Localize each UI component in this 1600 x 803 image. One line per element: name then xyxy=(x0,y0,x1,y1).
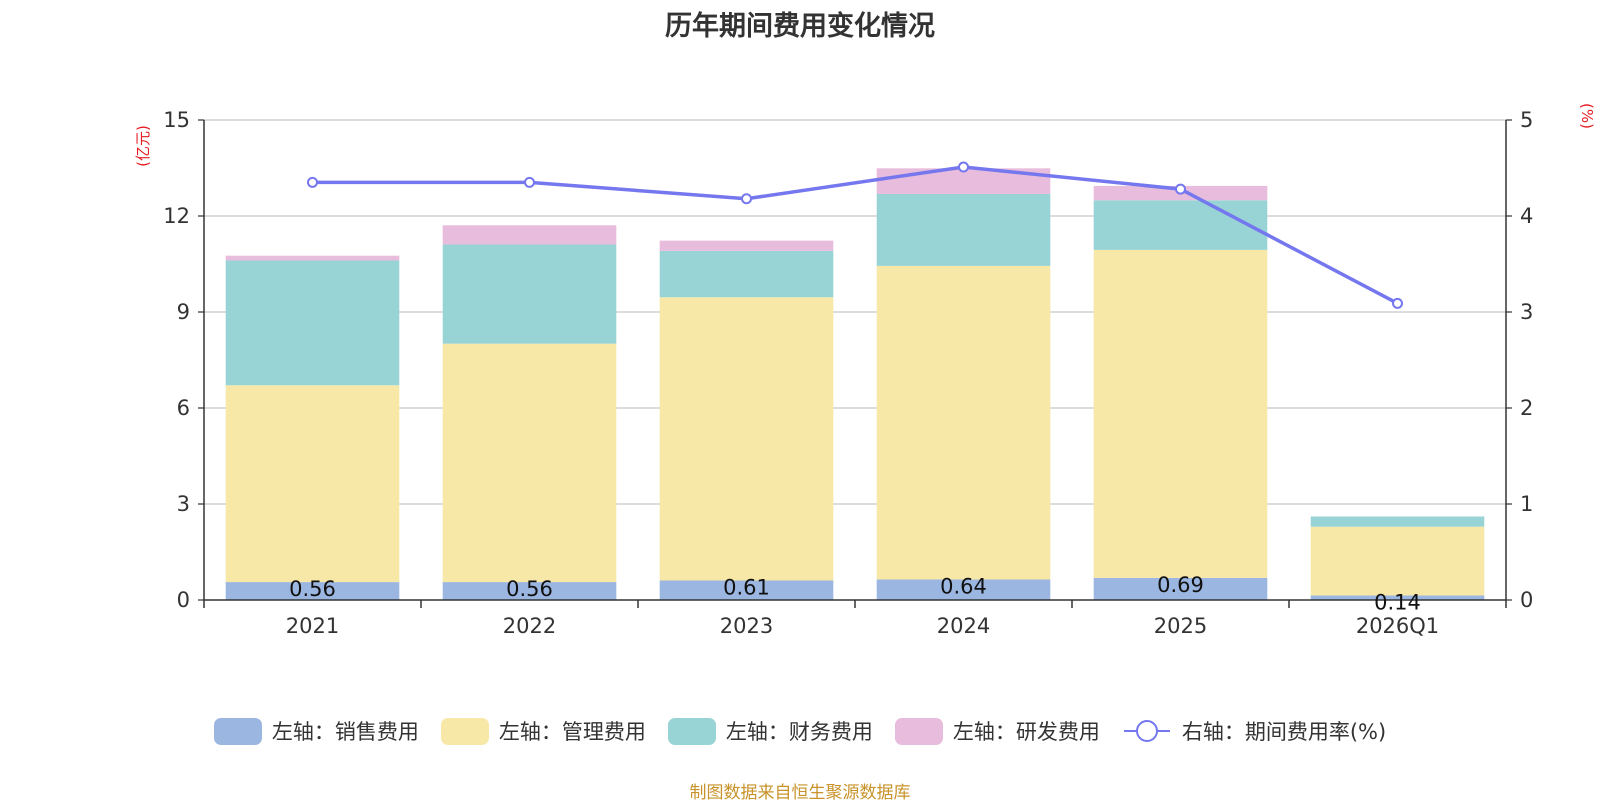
left-axis-tick-label: 3 xyxy=(177,492,190,516)
legend-item-finance-expense[interactable]: 左轴：财务费用 xyxy=(667,716,873,746)
legend-swatch xyxy=(894,717,943,745)
bar-segment xyxy=(1310,595,1485,600)
left-axis-tick-label: 12 xyxy=(163,204,190,228)
right-axis-unit: (%) xyxy=(1578,103,1596,129)
data-label: 0.61 xyxy=(723,575,770,599)
bar-segment xyxy=(876,579,1051,600)
bar-segment xyxy=(225,255,400,261)
legend-item-sales-expense[interactable]: 左轴：销售费用 xyxy=(213,716,419,746)
bar-segment xyxy=(225,260,400,386)
bar-segment xyxy=(1093,200,1268,250)
x-axis-tick-label: 2022 xyxy=(503,614,556,638)
left-axis-tick-label: 15 xyxy=(163,108,190,132)
legend-label: 左轴：销售费用 xyxy=(271,720,419,744)
bar-segment xyxy=(225,582,400,600)
line-series xyxy=(307,161,1403,309)
bar-segment xyxy=(442,582,617,600)
data-label: 0.69 xyxy=(1157,573,1204,597)
left-axis-tick-label: 0 xyxy=(177,588,190,612)
bar-segment xyxy=(659,240,834,251)
bar-segment xyxy=(442,225,617,245)
bar-segment xyxy=(659,250,834,298)
line-point xyxy=(958,161,969,173)
legend-label: 左轴：研发费用 xyxy=(952,720,1100,744)
right-axis-tick-label: 4 xyxy=(1520,204,1533,228)
x-axis-tick-label: 2024 xyxy=(937,614,990,638)
line-point xyxy=(307,176,318,188)
legend-item-rd-expense[interactable]: 左轴：研发费用 xyxy=(894,716,1100,746)
x-axis-tick-label: 2025 xyxy=(1154,614,1207,638)
right-axis-tick-label: 3 xyxy=(1520,300,1533,324)
legend-item-admin-expense[interactable]: 左轴：管理费用 xyxy=(440,716,646,746)
bar-segment xyxy=(442,244,617,344)
bar-segment xyxy=(225,385,400,583)
bar-segment xyxy=(442,343,617,583)
expense-ratio-line xyxy=(312,165,1399,305)
legend-label: 左轴：管理费用 xyxy=(498,720,646,744)
legend-item-expense-ratio[interactable]: 右轴：期间费用率(%) xyxy=(1122,716,1386,746)
right-axis-tick-label: 1 xyxy=(1520,492,1533,516)
bar-segment xyxy=(1310,516,1485,527)
data-label: 0.64 xyxy=(940,575,987,599)
data-label: 0.56 xyxy=(506,577,553,601)
chart-title: 历年期间费用变化情况 xyxy=(665,11,935,42)
bar-segment xyxy=(876,265,1051,580)
legend-swatch xyxy=(440,717,489,745)
data-labels: 0.56 0.56 0.61 0.64 0.69 0.14 xyxy=(289,573,1421,615)
legend-swatch xyxy=(667,717,716,745)
right-axis-tick-label: 2 xyxy=(1520,396,1533,420)
gridlines xyxy=(204,119,1506,505)
bar-segment xyxy=(1093,249,1268,578)
bar-segment xyxy=(1310,526,1485,596)
data-label: 0.56 xyxy=(289,577,336,601)
legend-swatch xyxy=(213,717,262,745)
bar-segment xyxy=(1093,577,1268,600)
left-axis-unit: (亿元) xyxy=(134,125,152,167)
bar-segment xyxy=(876,193,1051,266)
line-point xyxy=(741,193,752,205)
left-axis-tick-label: 6 xyxy=(177,396,190,420)
line-point xyxy=(1175,183,1186,195)
legend-line-icon xyxy=(1123,720,1170,742)
line-point xyxy=(1392,297,1403,309)
right-axis-tick-label: 5 xyxy=(1520,108,1533,132)
x-axis-tick-label: 2023 xyxy=(720,614,773,638)
legend: 左轴：销售费用 左轴：管理费用 左轴：财务费用 左轴：研发费用 右轴：期间费用率… xyxy=(0,716,1600,746)
x-axis-tick-label: 2026Q1 xyxy=(1356,614,1439,638)
bar-segment xyxy=(659,297,834,581)
bar-series xyxy=(225,168,1485,600)
right-axis-tick-label: 0 xyxy=(1520,588,1533,612)
bar-segment xyxy=(659,580,834,600)
legend-label: 左轴：财务费用 xyxy=(725,720,873,744)
line-point xyxy=(524,176,535,188)
legend-label: 右轴：期间费用率(%) xyxy=(1181,720,1387,744)
left-axis-tick-label: 9 xyxy=(177,300,190,324)
x-axis-tick-label: 2021 xyxy=(286,614,339,638)
data-label: 0.14 xyxy=(1374,591,1421,615)
source-note: 制图数据来自恒生聚源数据库 xyxy=(689,783,911,803)
